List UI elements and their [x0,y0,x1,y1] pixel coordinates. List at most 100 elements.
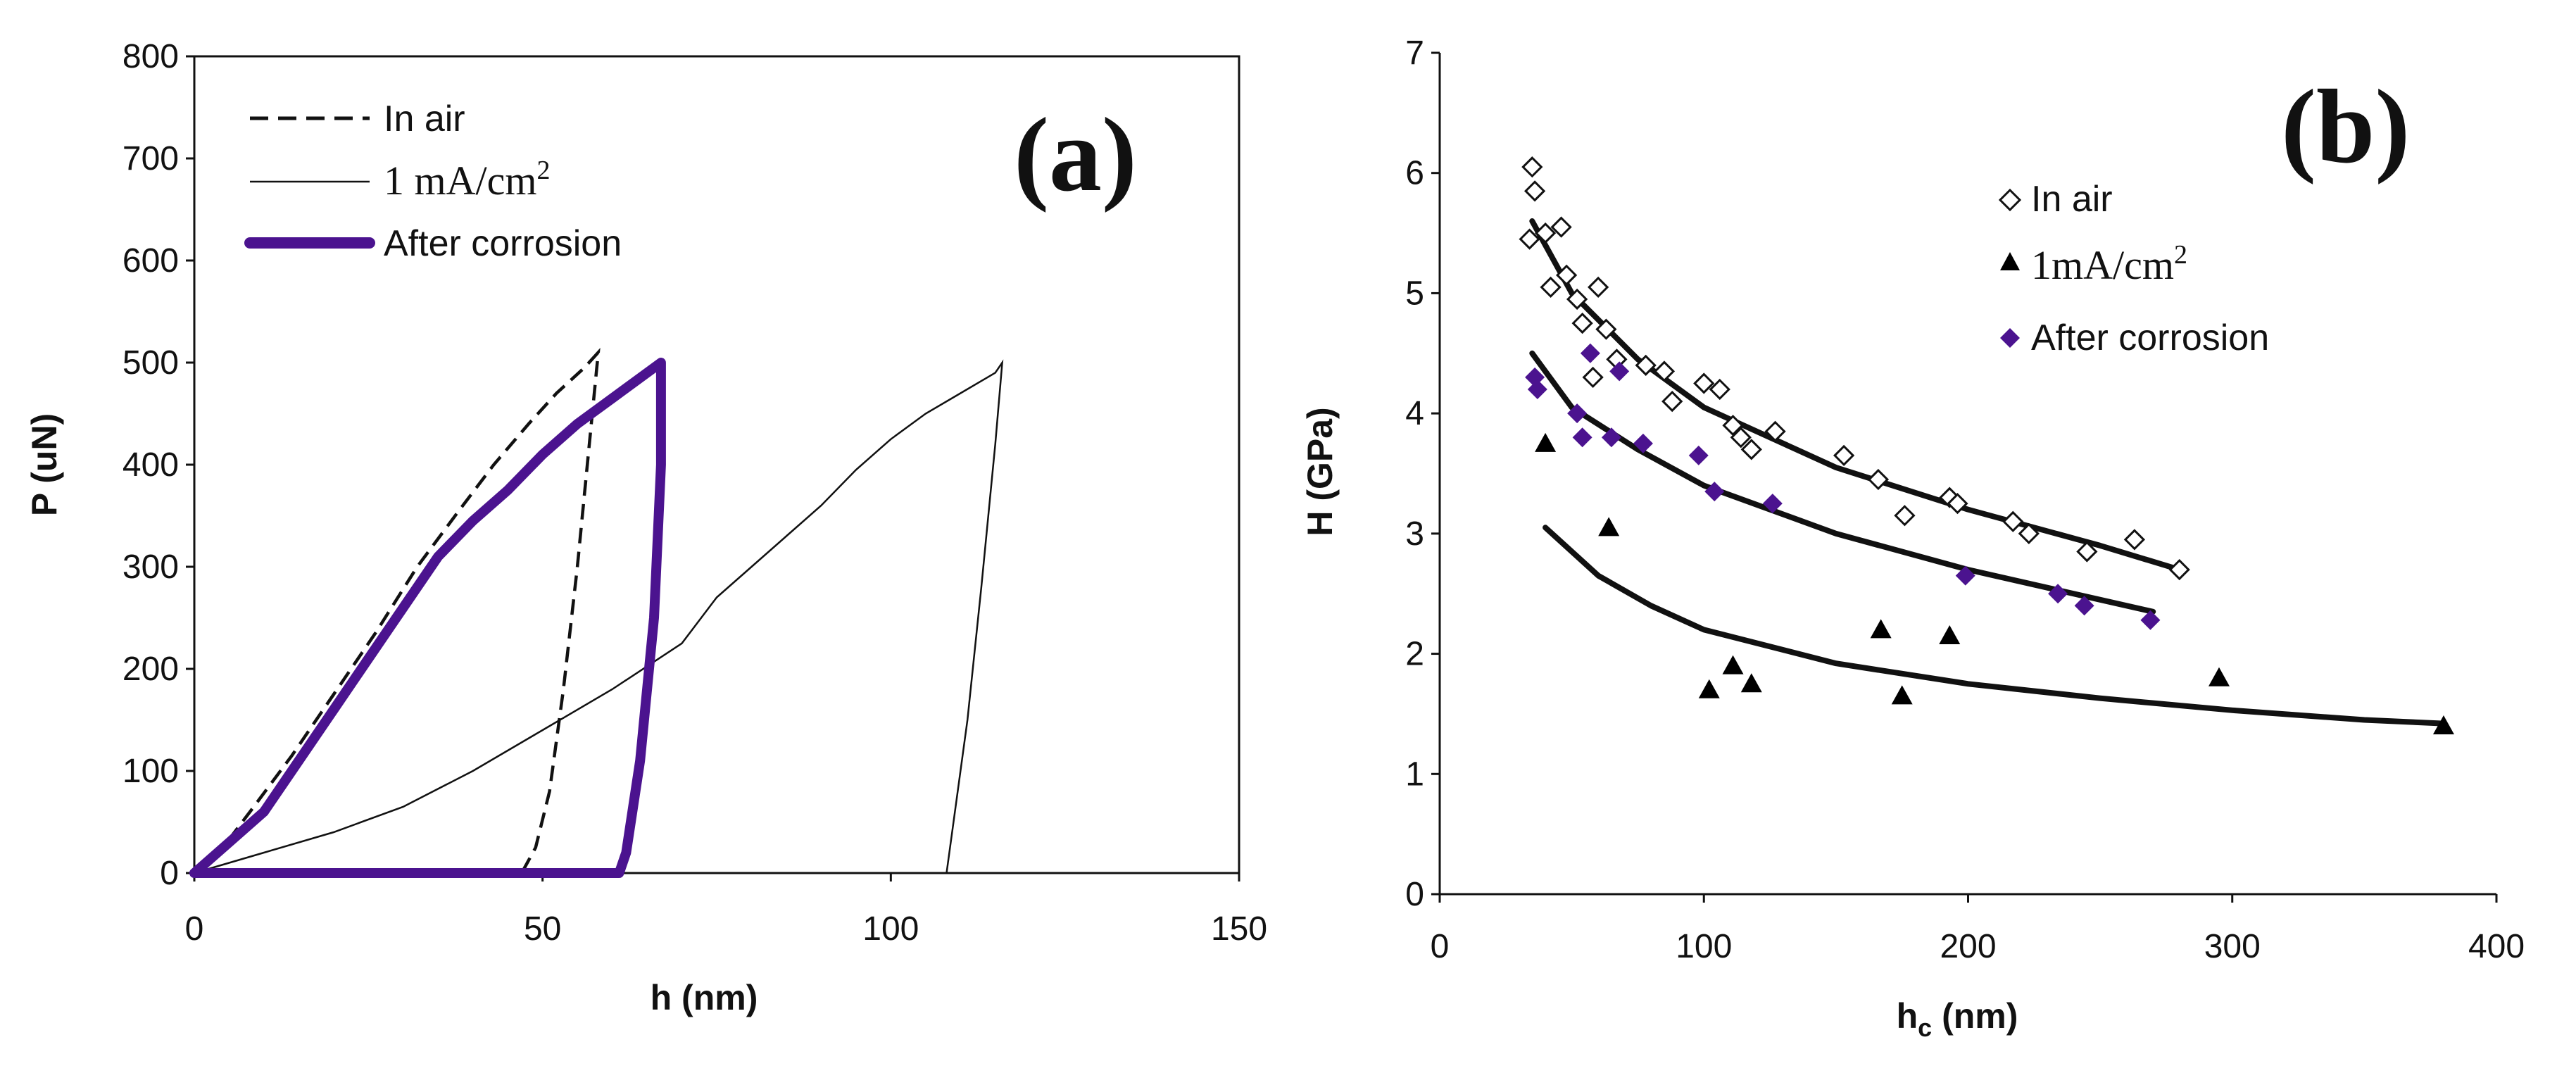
panel-b-point-in-air [1534,222,1557,244]
panel-b-ytick-label: 4 [1405,395,1424,432]
panel-b-point-in-air [1740,439,1762,460]
legend-b-1ma-marker [2000,252,2020,270]
panel-a-xtick-label: 0 [185,910,204,948]
panel-b-point-1ma [1598,517,1620,536]
panel-a-ytick-label: 0 [160,855,179,892]
panel-b-point-in-air [1722,415,1744,437]
panel-a-legend: In air 1 mA/cm2 After corrosion [244,99,622,264]
panel-b-point-in-air [1521,156,1543,178]
panel-b-point-in-air [2123,529,2146,551]
panel-b-point-1ma [1722,655,1744,674]
panel-a-ytick-label: 100 [122,753,179,790]
panel-b-point-after-corrosion [2140,610,2161,630]
panel-b-point-1ma [1939,625,1961,644]
panel-b-point-in-air [1693,372,1715,394]
panel-a-ytick-label: 600 [122,242,179,280]
legend-a-1ma-label: 1 mA/cm2 [384,156,550,203]
legend-b-1ma-superscript: 2 [2174,240,2187,270]
panel-b-point-1ma [2432,715,2454,734]
panel-b-xlabel-main: h [1897,996,1918,1036]
panel-b-point-in-air [1571,312,1593,334]
panel-b-point-after-corrosion [1633,433,1653,453]
legend-b-in-air-label: In air [2031,179,2113,220]
panel-a-ytick-label: 300 [122,548,179,586]
legend-b-1ma-text: 1mA/cm [2031,242,2174,288]
panel-b-ytick-label: 6 [1405,155,1424,192]
panel-b-fit-curve-2 [1529,350,2156,615]
panel-b-xlabel-unit: (nm) [1932,996,2018,1036]
panel-b-xtick-label: 300 [2204,928,2261,965]
panel-b-point-in-air [1764,420,1786,442]
panel-b-point-in-air [1588,276,1609,299]
panel-b-point-in-air [2076,541,2098,563]
panel-b-point-in-air [1519,228,1540,250]
panel-b-point-after-corrosion [1688,445,1709,465]
panel-a-xtick-label: 150 [1211,910,1267,948]
panel-b-point-in-air [1833,444,1855,467]
panel-a-ytick-label: 500 [122,344,179,382]
panel-b-xtick-label: 100 [1676,928,1732,965]
panel-b-ticks: 0 1 2 3 4 5 6 7 0 100 200 300 400 [1405,34,2525,965]
panel-b-point-after-corrosion [1601,427,1621,448]
panel-b-point-1ma [1740,673,1762,693]
panel-a-ticks: 0 100 200 300 400 500 600 700 800 0 50 100 150 [122,38,1267,948]
panel-b-point-after-corrosion [2048,584,2068,604]
legend-b-after-corrosion-label: After corrosion [2031,318,2269,358]
legend-b-1ma-label: 1mA/cm2 [2031,240,2187,288]
panel-b-point-in-air [1730,427,1752,448]
panel-b-label: (b) [2281,68,2410,185]
panel-b-point-in-air [1595,318,1617,340]
panel-b-point-after-corrosion [2074,596,2094,616]
panel-b-fit-curves [1529,218,2446,727]
panel-a-series-after-corrosion [189,358,666,878]
panel-a-ytick-label: 200 [122,651,179,688]
panel-b-point-in-air [1582,366,1604,389]
panel-a-ytick-label: 700 [122,140,179,177]
panel-b-point-1ma [1870,619,1892,639]
panel-a-ytick-label: 800 [122,38,179,75]
panel-b-ylabel: H (GPa) [1300,407,1340,536]
panel-b-fit-curve-3 [1543,525,2446,727]
legend-a-after-corrosion-label: After corrosion [384,223,622,264]
panel-b-point-1ma [1698,679,1720,698]
panel-b-point-in-air [1555,264,1578,286]
panel-b-xtick-label: 0 [1431,928,1450,965]
panel-b-point-1ma [2208,667,2230,686]
panel-b-point-after-corrosion [1572,427,1592,448]
panel-b-ytick-label: 1 [1405,755,1424,793]
panel-a-xlabel: h (nm) [651,978,758,1017]
panel-b-ytick-label: 0 [1405,876,1424,913]
panel-a-ylabel: P (uN) [25,413,64,516]
panel-b-point-in-air [2002,510,2024,532]
panel-b-points [1519,156,2454,734]
panel-b-point-in-air [1523,180,1546,202]
panel-b-ytick-label: 2 [1405,636,1424,673]
panel-b-point-in-air [1661,390,1683,413]
panel-b-point-after-corrosion [1704,482,1725,502]
panel-b-point-after-corrosion [1609,361,1630,382]
panel-a-xtick-label: 50 [524,910,561,948]
panel-b-point-in-air [1709,378,1730,401]
panel-b-point-in-air [1566,288,1588,310]
panel-b-point-after-corrosion [1762,494,1783,514]
panel-b-xlabel-sub: c [1918,1013,1932,1042]
panel-b-ytick-label: 5 [1405,275,1424,312]
panel-b-point-in-air [1550,216,1572,238]
panel-a-series-1ma [194,359,1004,874]
panel-b-point-in-air [1653,360,1676,382]
panel-b-fit-curve-1 [1529,218,2182,573]
panel-b-ytick-label: 7 [1405,34,1424,72]
panel-b-point-1ma [1535,432,1557,452]
panel-b-point-in-air [2168,558,2190,581]
panel-b-legend: In air 1mA/cm2 After corrosion [1998,179,2269,358]
legend-b-after-corrosion-marker [2000,328,2020,348]
panel-b-xtick-label: 200 [1940,928,1996,965]
panel-b-ytick-label: 3 [1405,515,1424,553]
panel-a: 0 100 200 300 400 500 600 700 800 0 50 100 150 In ai… [25,38,1267,1017]
panel-b-point-after-corrosion [1567,403,1588,424]
legend-a-1ma-superscript: 2 [536,156,550,185]
panel-a-series [189,347,1004,878]
panel-a-label: (a) [1014,96,1137,213]
